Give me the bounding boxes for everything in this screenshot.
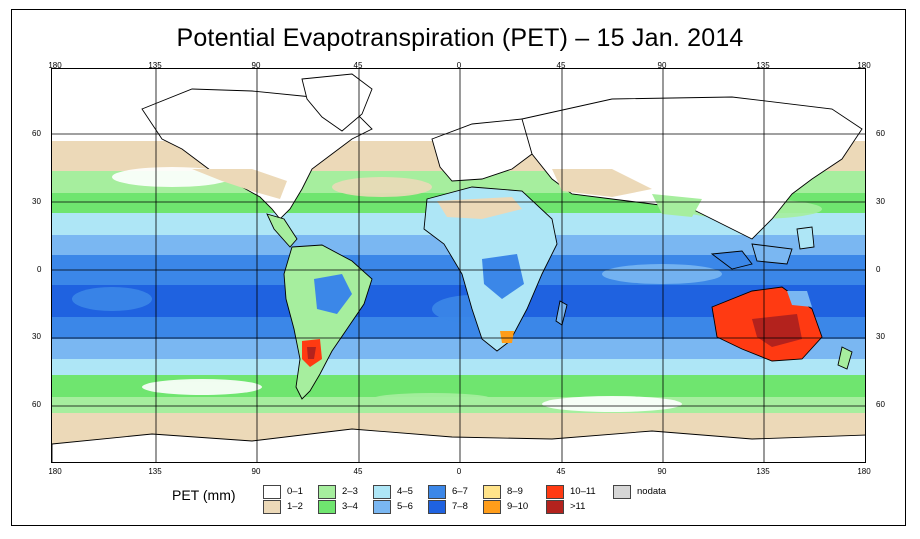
legend-label: 1–2: [287, 501, 303, 512]
lon-tick: 180: [48, 61, 62, 70]
lon-tick: 45: [556, 61, 566, 70]
lon-tick: 90: [251, 467, 261, 476]
legend-label: 6–7: [452, 486, 468, 497]
legend-swatch: [483, 500, 501, 514]
legend-label: 5–6: [397, 501, 413, 512]
lon-tick: 45: [353, 61, 363, 70]
lon-tick: 90: [657, 61, 667, 70]
europe: [431, 118, 553, 182]
legend-label: 0–1: [287, 486, 303, 497]
lon-tick: 45: [353, 467, 363, 476]
legend-swatch: [428, 500, 446, 514]
lat-tick: 60: [32, 400, 41, 409]
lat-tick: 60: [876, 129, 885, 138]
lon-tick: 135: [148, 467, 162, 476]
lat-tick: 0: [876, 265, 881, 274]
lon-tick: 45: [556, 467, 566, 476]
legend-label: 2–3: [342, 486, 358, 497]
legend-swatch: [263, 500, 281, 514]
legend-swatch: [318, 485, 336, 499]
asia: [521, 96, 863, 240]
legend-label: 9–10: [507, 501, 529, 512]
figure-frame: [11, 9, 906, 526]
lon-tick: 135: [148, 61, 162, 70]
legend-swatch: [263, 485, 281, 499]
legend-swatch: [428, 485, 446, 499]
map-title: Potential Evapotranspiration (PET) – 15 …: [176, 24, 744, 52]
lon-tick: 180: [48, 467, 62, 476]
lon-tick: 135: [756, 467, 770, 476]
legend-swatch: [546, 485, 564, 499]
legend-swatch: [373, 485, 391, 499]
lon-tick: 0: [456, 61, 462, 70]
lat-tick: 30: [32, 332, 41, 341]
legend-label: >11: [570, 501, 586, 512]
lat-tick: 30: [32, 197, 41, 206]
legend-label: 3–4: [342, 501, 358, 512]
legend-swatch: [483, 485, 501, 499]
greenland: [301, 73, 373, 132]
lat-tick: 30: [876, 332, 885, 341]
legend-title: PET (mm): [172, 487, 236, 503]
lon-tick: 90: [251, 61, 261, 70]
lat-tick: 0: [37, 265, 42, 274]
lon-tick: 0: [456, 467, 462, 476]
lat-tick: 60: [876, 400, 885, 409]
lat-tick: 30: [876, 197, 885, 206]
legend-label: 10–11: [570, 486, 596, 497]
legend-label: nodata: [637, 486, 667, 497]
lon-tick: 135: [756, 61, 770, 70]
pet-map: [51, 68, 866, 463]
legend-swatch: [546, 500, 564, 514]
lon-tick: 180: [857, 61, 871, 70]
legend-swatch: [318, 500, 336, 514]
legend-swatch: [373, 500, 391, 514]
legend-label: 8–9: [507, 486, 523, 497]
graticule: [52, 69, 865, 462]
antarctica: [52, 428, 865, 462]
lon-tick: 90: [657, 467, 667, 476]
legend-label: 4–5: [397, 486, 413, 497]
legend-label: 7–8: [452, 501, 468, 512]
lon-tick: 180: [857, 467, 871, 476]
lat-tick: 60: [32, 129, 41, 138]
legend-swatch: [613, 485, 631, 499]
